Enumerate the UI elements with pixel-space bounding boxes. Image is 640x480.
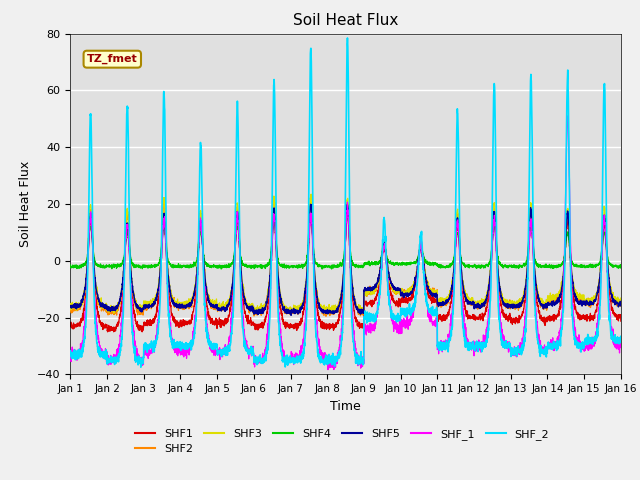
Text: TZ_fmet: TZ_fmet <box>87 54 138 64</box>
Legend: SHF1, SHF2, SHF3, SHF4, SHF5, SHF_1, SHF_2: SHF1, SHF2, SHF3, SHF4, SHF5, SHF_1, SHF… <box>131 424 554 459</box>
X-axis label: Time: Time <box>330 400 361 413</box>
Y-axis label: Soil Heat Flux: Soil Heat Flux <box>19 161 31 247</box>
Title: Soil Heat Flux: Soil Heat Flux <box>293 13 398 28</box>
